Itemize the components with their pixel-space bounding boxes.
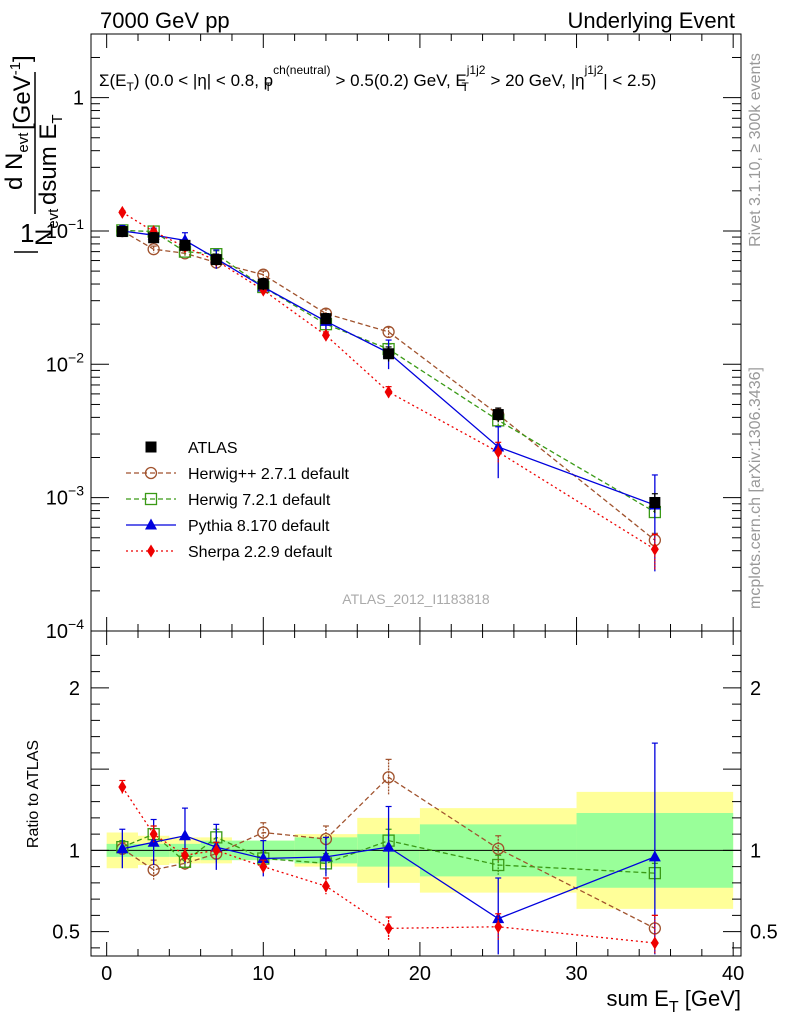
series-dia xyxy=(118,779,659,955)
analysis-id: ATLAS_2012_I1183818 xyxy=(342,591,490,607)
ratio-y-tick-label: 0.5 xyxy=(52,922,80,944)
data-point xyxy=(259,860,268,874)
legend-label: Herwig++ 2.7.1 default xyxy=(188,466,350,483)
main-y-axis-label: 1 Nevt d Nevt dsum ET [GeV-1] xyxy=(1,55,66,253)
data-point xyxy=(149,827,158,841)
data-point xyxy=(382,840,395,852)
data-point xyxy=(382,325,395,339)
series-sq xyxy=(116,225,661,513)
data-point xyxy=(649,496,661,508)
data-point xyxy=(257,278,269,290)
data-point xyxy=(492,842,505,855)
data-point xyxy=(321,328,330,342)
data-point xyxy=(384,385,393,399)
main-panel-frame xyxy=(90,33,742,632)
x-tick-label: 30 xyxy=(565,963,587,985)
data-point xyxy=(384,921,393,935)
header-left: 7000 GeV pp xyxy=(100,8,230,33)
data-point xyxy=(492,858,505,872)
data-point xyxy=(319,850,332,862)
ratio-y-tick-label: 2 xyxy=(69,678,80,700)
data-point xyxy=(650,542,659,556)
ratio-y-tick-label-right: 1 xyxy=(750,840,761,862)
y-tick-label: 1 xyxy=(73,88,84,110)
ratio-y-tick-label-right: 0.5 xyxy=(750,922,778,944)
data-point xyxy=(492,409,504,421)
svg-text:d Nevt: d Nevt xyxy=(1,132,32,190)
legend: ATLAS Herwig++ 2.7.1 default Herwig 7.2.1 … xyxy=(126,440,350,561)
x-tick-label: 10 xyxy=(252,963,274,985)
legend-marker xyxy=(144,492,158,506)
data-point xyxy=(147,243,160,256)
legend-label: ATLAS xyxy=(188,440,238,457)
legend-marker xyxy=(145,518,157,530)
x-tick-label: 0 xyxy=(101,963,112,985)
data-point xyxy=(257,826,270,839)
ratio-y-axis-label: Ratio to ATLAS xyxy=(25,740,42,848)
cuts-label: Σ(ET) (0.0 < |η| < 0.8, pch(neutral) T > … xyxy=(99,63,656,94)
data-point xyxy=(210,254,222,266)
legend-label: Pythia 8.170 default xyxy=(188,518,330,535)
data-point xyxy=(118,205,127,219)
ratio-panel-frame xyxy=(90,630,742,957)
x-tick-label: 40 xyxy=(722,963,744,985)
header-right: Underlying Event xyxy=(567,8,735,33)
y-tick-label: 10−2 xyxy=(46,349,84,376)
data-point xyxy=(116,842,129,854)
legend-marker xyxy=(144,466,158,480)
legend-marker xyxy=(147,544,155,558)
legend-marker xyxy=(145,441,157,453)
svg-text:[GeV-1]: [GeV-1] xyxy=(7,55,36,130)
data-point xyxy=(321,879,330,893)
data-point xyxy=(178,829,191,841)
data-point xyxy=(212,843,221,857)
rivet-version-label: Rivet 3.1.10, ≥ 300k events xyxy=(747,53,764,247)
x-axis-label: sum ET [GeV] xyxy=(607,986,742,1016)
data-point xyxy=(320,313,332,325)
series-line xyxy=(121,230,656,541)
data-point xyxy=(383,348,395,360)
data-point xyxy=(494,920,503,934)
data-point xyxy=(382,771,395,784)
data-point xyxy=(179,239,191,251)
data-point xyxy=(116,226,128,238)
ratio-y-tick-label-right: 2 xyxy=(750,678,761,700)
ratio-y-tick-label: 1 xyxy=(69,840,80,862)
series-dia xyxy=(118,205,659,570)
data-point xyxy=(650,936,659,950)
data-point xyxy=(180,848,189,862)
y-tick-label: 10−4 xyxy=(46,616,84,643)
data-point xyxy=(118,780,127,794)
data-point xyxy=(494,445,503,459)
svg-text:1: 1 xyxy=(20,218,34,248)
x-tick-label: 20 xyxy=(409,963,431,985)
svg-text:dsum ET: dsum ET xyxy=(35,114,66,205)
legend-label: Herwig 7.2.1 default xyxy=(188,492,331,509)
data-point xyxy=(648,850,661,862)
series-line xyxy=(122,833,655,874)
series-line xyxy=(122,229,656,513)
data-marks xyxy=(116,205,662,955)
legend-label: Sherpa 2.2.9 default xyxy=(188,544,333,561)
data-point xyxy=(148,232,160,244)
y-tick-label: 10−3 xyxy=(46,483,84,510)
mcplots-label: mcplots.cern.ch [arXiv:1306.3436] xyxy=(747,367,764,609)
